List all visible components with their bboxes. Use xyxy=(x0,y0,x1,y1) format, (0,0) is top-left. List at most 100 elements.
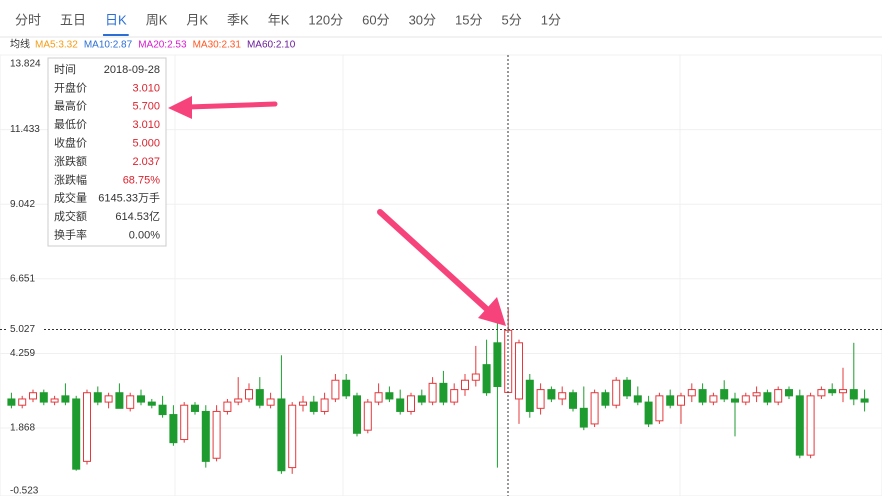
candle-body xyxy=(245,389,253,400)
candle-body xyxy=(860,398,869,403)
candle-body xyxy=(590,392,599,425)
tab[interactable]: 分时 xyxy=(15,12,41,27)
candle-body xyxy=(212,410,221,459)
candle-body xyxy=(72,398,81,470)
candle-body xyxy=(558,392,567,400)
y-tick-label: 4.259 xyxy=(10,348,35,359)
candle-body xyxy=(720,389,729,400)
candle-body xyxy=(547,389,556,400)
candle-body xyxy=(709,395,718,403)
candle-body xyxy=(223,401,232,412)
tooltip-value: 5.000 xyxy=(132,138,160,150)
tab[interactable]: 日K xyxy=(105,12,127,27)
candle-body xyxy=(299,401,307,406)
candle-body xyxy=(169,414,178,444)
y-tick-label: 13.824 xyxy=(10,59,41,70)
candle-body xyxy=(266,398,275,406)
y-tick-label: -0.523 xyxy=(10,486,39,496)
candle-body xyxy=(515,342,523,400)
candle-body xyxy=(104,395,113,403)
tooltip-value: 614.53亿 xyxy=(115,210,160,223)
tab[interactable]: 周K xyxy=(146,12,168,27)
tooltip-value: 3.010 xyxy=(132,82,160,94)
annotation-arrow xyxy=(377,209,506,326)
candle-body xyxy=(158,404,167,416)
candle-body xyxy=(461,379,469,391)
candle-body xyxy=(731,398,739,403)
candle-body xyxy=(471,373,480,381)
candle-body xyxy=(493,342,502,387)
tooltip-value: 2.037 xyxy=(132,156,160,168)
crosshair-label-bg xyxy=(6,322,44,337)
tooltip-label: 时间 xyxy=(54,63,76,76)
legend-item: MA10:2.87 xyxy=(84,40,133,51)
tooltip-value: 68.75% xyxy=(123,174,161,186)
tab[interactable]: 1分 xyxy=(541,12,561,27)
candle-body xyxy=(309,401,318,412)
tooltip-label: 收盘价 xyxy=(54,136,87,150)
candle-body xyxy=(126,395,135,409)
candle-body xyxy=(331,379,340,400)
candle-body xyxy=(417,395,426,403)
candle-body xyxy=(839,389,847,394)
tooltip-label: 涨跌幅 xyxy=(54,172,87,186)
tab[interactable]: 60分 xyxy=(362,12,389,27)
y-tick-label: 11.433 xyxy=(10,124,40,135)
tab[interactable]: 5分 xyxy=(502,12,522,27)
candle-body xyxy=(795,395,804,456)
candle-body xyxy=(191,404,199,412)
candle-body xyxy=(288,404,297,469)
candle-body xyxy=(569,392,577,409)
candle-body xyxy=(774,389,783,403)
tooltip-label: 最高价 xyxy=(54,99,87,113)
candle-body xyxy=(450,389,459,403)
candle-body xyxy=(536,389,545,409)
tab[interactable]: 30分 xyxy=(409,12,436,27)
candle-body xyxy=(407,395,415,412)
tab[interactable]: 120分 xyxy=(308,12,343,27)
candle-body xyxy=(353,395,361,434)
candle-body xyxy=(29,392,37,400)
candle-body xyxy=(83,392,91,462)
candle-body xyxy=(137,395,145,403)
candle-body xyxy=(633,395,642,403)
candle-body xyxy=(623,379,631,397)
annotation-arrow xyxy=(168,96,278,119)
candle-body xyxy=(234,398,243,403)
tab[interactable]: 年K xyxy=(268,12,290,27)
tooltip-value: 5.700 xyxy=(132,101,160,113)
candle-body xyxy=(374,392,383,403)
tab[interactable]: 月K xyxy=(186,12,208,27)
candle-body xyxy=(18,398,27,406)
candle-body xyxy=(277,398,286,472)
tooltip-label: 涨跌额 xyxy=(54,154,87,168)
candle-body xyxy=(806,395,815,456)
tooltip-label: 换手率 xyxy=(54,228,87,242)
candle-body xyxy=(115,392,124,409)
candle-body xyxy=(385,392,394,400)
tab[interactable]: 季K xyxy=(227,12,249,27)
tab[interactable]: 五日 xyxy=(60,12,86,27)
candle-body xyxy=(601,392,610,406)
candle-body xyxy=(655,395,664,422)
candle-body xyxy=(687,389,696,397)
candle-body xyxy=(741,395,750,403)
candle-body xyxy=(147,401,156,406)
candle-body xyxy=(644,401,653,425)
candle-body xyxy=(439,382,448,403)
y-tick-label: 6.651 xyxy=(10,273,35,284)
tab[interactable]: 15分 xyxy=(455,12,482,27)
candle-body xyxy=(785,389,793,397)
legend-title: 均线 xyxy=(10,38,30,51)
legend-item: MA20:2.53 xyxy=(138,40,187,51)
tooltip-box xyxy=(47,57,167,247)
candle-body xyxy=(396,398,405,412)
crosshair-label: 5.027 xyxy=(10,324,35,335)
candle-body xyxy=(93,392,102,403)
tooltip-label: 最低价 xyxy=(54,118,87,131)
candle-body xyxy=(817,389,826,397)
y-tick-label: 9.042 xyxy=(10,199,35,210)
legend-item: MA60:2.10 xyxy=(247,40,296,51)
candle-body xyxy=(180,404,189,441)
